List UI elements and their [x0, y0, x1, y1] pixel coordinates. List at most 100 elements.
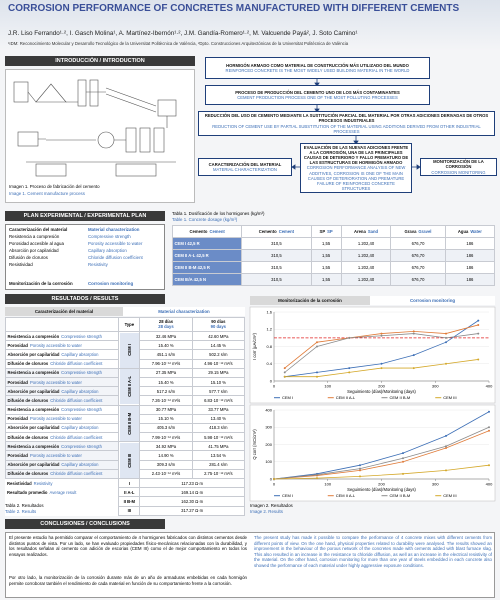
data-point	[359, 469, 361, 472]
property: Compressive strength	[61, 407, 102, 413]
property: Compressive strength	[61, 443, 102, 449]
property: Porosity accessible to water	[29, 379, 82, 385]
legend-label: CEM III	[443, 493, 456, 498]
header-text: 28 days	[158, 323, 174, 329]
series-line	[273, 430, 490, 480]
header-text: Cemento	[258, 229, 277, 234]
table-cell: 1,55	[310, 273, 342, 286]
header: CORROSION PERFORMANCE OF CONCRETES MANUF…	[0, 0, 500, 51]
header-text: Agua	[457, 229, 469, 234]
property: Porosidad	[7, 416, 28, 422]
flow-text: EVALUACIÓN DE LAS NUEVAS ADICIONES FRENT…	[303, 145, 409, 166]
property: Absorción por capilaridad	[7, 425, 60, 431]
property: Capillary absorption	[61, 425, 99, 431]
y-axis-label: I corr (µA/cm²)	[252, 332, 257, 359]
data-point	[445, 336, 447, 339]
data-point	[412, 354, 415, 357]
y-tick-label: 0	[270, 476, 273, 481]
data-point	[488, 464, 490, 467]
header-text: Cemento	[189, 229, 208, 234]
x-tick-label: 300	[432, 482, 439, 487]
property: Absorción por capilaridad	[7, 388, 60, 394]
plan-title: Material characterization	[88, 227, 140, 232]
flow-text: MATERIAL CHARACTERIZATION	[213, 167, 277, 172]
table-row: Type 28 días 28 days 90 días 90 days	[4, 317, 246, 332]
y-tick-label: 300	[265, 425, 272, 430]
table-cell: 317.27 Ω·m	[139, 505, 245, 516]
x-axis-label: Seguimiento (días)/Monitoring (days)	[347, 389, 416, 394]
y-tick-label: 0.8	[266, 344, 272, 349]
table-row: Porosidad Porosity accessible to water 15.…	[4, 413, 246, 424]
data-point	[402, 457, 404, 460]
header-text: Water	[470, 229, 482, 234]
property: Resistencia a compresión	[7, 333, 60, 339]
flow-text: REDUCCIÓN DEL USO DE CEMENTO MEDIANTE LA…	[204, 113, 489, 124]
table-cell: CEM II A-L 42,5 R	[171, 249, 243, 262]
table-header: Grava Gravel	[390, 225, 446, 238]
table-cell: 1.202,40	[340, 249, 392, 262]
title: CORROSION PERFORMANCE OF CONCRETES MANUF…	[8, 3, 460, 14]
property: Capillary absorption	[61, 462, 99, 468]
header-text: Grava	[404, 229, 417, 234]
series-line	[273, 411, 490, 480]
data-point	[477, 319, 480, 322]
flow-box: REDUCCIÓN DEL USO DE CEMENTO MEDIANTE LA…	[198, 111, 495, 136]
image-caption: Image 1. Cement manufacture process	[9, 191, 85, 196]
data-point	[445, 469, 447, 472]
plan-item: Absorción por capilaridad	[9, 248, 59, 254]
header-text: Sand	[367, 229, 379, 234]
table-row: Cemento Cement Cemento Cement SP SP Arena Sand G…	[171, 225, 496, 238]
plan-title: Monitorización de la corrosión	[9, 281, 73, 286]
table-header: Cemento Cement	[171, 225, 243, 238]
property: Resistencia a compresión	[7, 370, 60, 376]
flow-text: MONITORIZACIÓN DE LA CORROSIÓN	[433, 159, 484, 170]
cement-type: III	[118, 505, 141, 516]
data-point	[402, 452, 404, 455]
header-text: SP	[319, 229, 326, 234]
property: Difusión de cloruros	[7, 471, 49, 477]
data-point	[283, 371, 286, 374]
property: Compressive strength	[61, 370, 102, 376]
data-point	[380, 362, 383, 365]
y-tick-label: 1.6	[266, 309, 272, 314]
table-cell: 1,55	[310, 237, 342, 250]
property: Resistencia a compresión	[7, 443, 60, 449]
results-table: Type 28 días 28 days 90 días 90 days Resisten…	[4, 317, 246, 516]
table-caption: Table 2. Results	[5, 509, 37, 514]
section-heading: PLAN EXPERIMENTAL / EXPERIMENTAL PLAN	[5, 211, 165, 221]
property: Porosity accessible to water	[29, 342, 82, 348]
authors: J.R. Liso Ferrando¹·², I. Gasch Molina¹,…	[8, 30, 358, 37]
plan-item: Resistividad	[9, 262, 33, 268]
data-point	[316, 345, 318, 348]
y-tick-label: 0	[270, 378, 273, 383]
table-cell: CEM III/A 42,5 N	[171, 273, 243, 286]
table-cell: Difusión de cloruros Chloride diffusion c…	[4, 468, 120, 480]
section-heading: INTRODUCCIÓN / INTRODUCTION	[5, 56, 195, 66]
data-point	[412, 367, 415, 370]
table-cell: 1.202,40	[340, 273, 392, 286]
property: Chloride diffusion coefficient	[50, 434, 103, 440]
flow-box: CARACTERIZACIÓN DEL MATERIAL MATERIAL CHA…	[198, 158, 292, 176]
data-point	[316, 473, 318, 476]
chart-frame	[249, 306, 496, 404]
data-point	[445, 362, 447, 365]
plan-item: Porosity accessible to water	[88, 241, 143, 247]
legend-label: CEM II A-L	[336, 395, 356, 400]
table-cell: Resultado promedio Average result	[6, 488, 119, 497]
table-cell: 186	[444, 249, 496, 262]
data-point	[445, 445, 447, 448]
y-tick-label: 200	[265, 442, 272, 447]
series-line	[273, 464, 490, 480]
property: Resistivity	[33, 480, 53, 486]
y-tick-label: 100	[265, 459, 272, 464]
table-row: Resistencia a compresión Compressive stre…	[4, 367, 246, 405]
header-text: 90 days	[210, 323, 226, 329]
property: Porosity accessible to water	[29, 416, 82, 422]
header-text: Gravel	[418, 229, 432, 234]
legend-label: CEM I	[282, 493, 293, 498]
data-point	[412, 330, 415, 333]
property: Porosity accessible to water	[29, 453, 82, 459]
plan-title: Corrosion monitoring	[88, 281, 134, 286]
y-tick-label: 1.2	[266, 327, 272, 332]
